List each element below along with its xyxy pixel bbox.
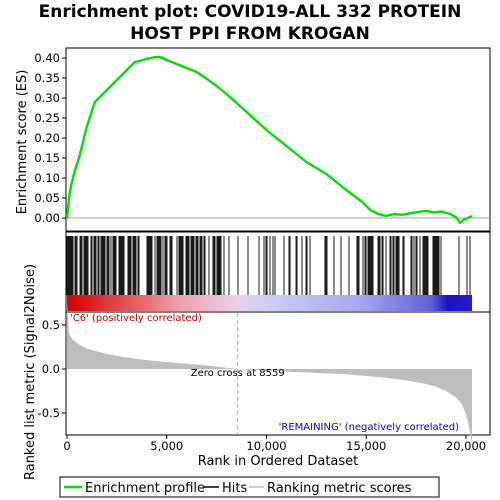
metric-y-axis-label: Ranked list metric (Signal2Noise) (23, 264, 38, 480)
es-y-tick-label: 0.20 (34, 131, 60, 145)
es-y-axis: 0.00 0.05 0.10 0.15 0.20 0.25 0.30 0.35 0.40 (34, 51, 66, 225)
rank-color-bar (67, 295, 472, 311)
es-panel-frame (65, 47, 491, 232)
hits-marks (66, 236, 471, 295)
legend-label-metric: Ranking metric scores (267, 481, 412, 496)
legend-label-enrichment: Enrichment profile (85, 481, 205, 496)
legend-label-hits: Hits (222, 481, 247, 496)
x-tick-label: 20,000 (446, 439, 486, 453)
x-tick-label: 5,000 (150, 439, 183, 453)
metric-panel-frame (65, 311, 491, 436)
chart-title-line2: HOST PPI FROM KROGAN (130, 24, 370, 44)
chart-title-line1: Enrichment plot: COVID19-ALL 332 PROTEIN (39, 2, 462, 22)
x-axis-label: Rank in Ordered Dataset (198, 454, 359, 469)
enrichment-profile-line (65, 55, 473, 225)
es-y-tick-label: 0.15 (34, 151, 60, 165)
es-y-tick-label: 0.40 (34, 51, 60, 65)
metric-y-axis: 0.5 0.0 -0.5 (38, 318, 66, 420)
es-y-tick-label: 0.30 (34, 91, 60, 105)
zero-cross-label: Zero cross at 8559 (191, 368, 285, 379)
es-y-tick-label: 0.05 (34, 191, 60, 205)
x-tick-label: 0 (63, 439, 70, 453)
es-y-tick-label: 0.35 (34, 71, 60, 85)
es-y-tick-label: 0.10 (34, 171, 60, 185)
positive-correlated-label: 'C6' (positively correlated) (70, 313, 202, 324)
es-y-tick-label: 0.00 (34, 211, 60, 225)
es-y-axis-label: Enrichment score (ES) (15, 70, 30, 215)
x-axis: 0 5,000 10,000 15,000 20,000 (63, 435, 486, 453)
negative-correlated-label: 'REMAINING' (negatively correlated) (279, 422, 459, 433)
es-y-tick-label: 0.25 (34, 111, 60, 125)
metric-y-tick-label: 0.5 (42, 318, 60, 332)
metric-y-tick-label: 0.0 (42, 362, 60, 376)
x-tick-label: 15,000 (346, 439, 386, 453)
ranking-metric-area (67, 303, 472, 444)
x-tick-label: 10,000 (246, 439, 286, 453)
metric-y-tick-label: -0.5 (38, 406, 60, 420)
